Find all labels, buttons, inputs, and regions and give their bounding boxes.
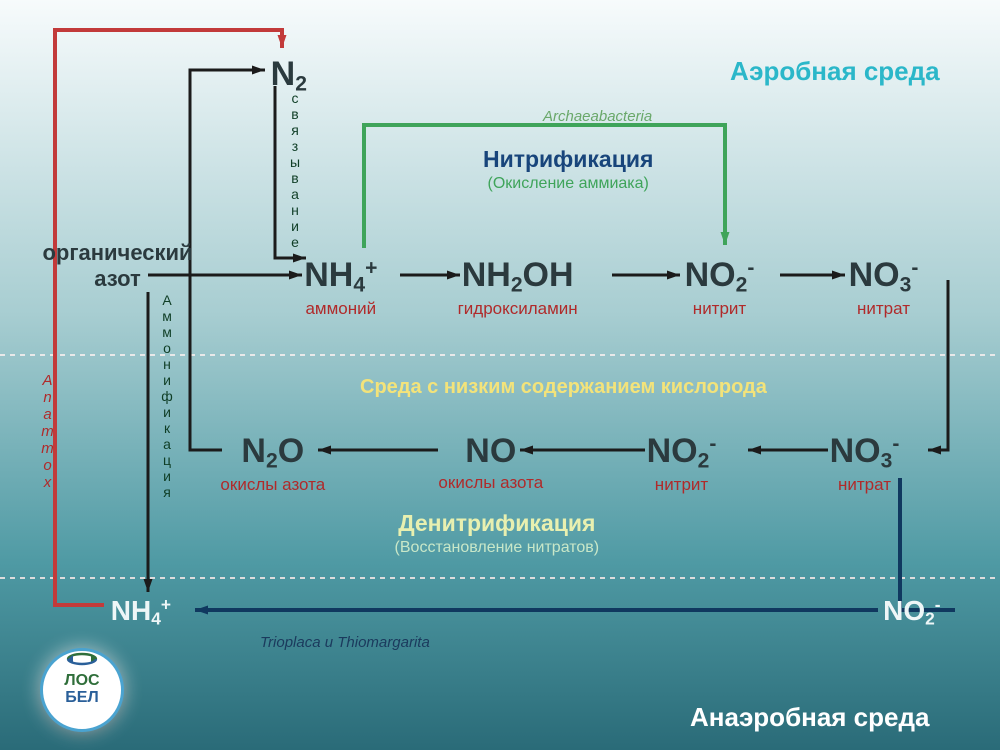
vertical-ammonif: Аммонификация	[160, 292, 174, 500]
annot-trioplaca: Trioplaca и Thiomargarita	[260, 634, 430, 651]
zone-label-anaerobic: Анаэробная среда	[690, 702, 929, 733]
formula-no3_mid: NO3-нитрат	[830, 432, 900, 495]
formula-no2_top: NO2-нитрит	[685, 256, 755, 319]
logo-text-bot: БЕЛ	[64, 690, 99, 707]
formula-no2_mid: NO2-нитрит	[647, 432, 717, 495]
diagram-svg	[0, 0, 1000, 750]
diagram-canvas: Аэробная среда Среда с низким содержанием…	[0, 0, 1000, 750]
formula-nh2oh: NH2OHгидроксиламин	[458, 256, 578, 319]
formula-no2_bot: NO2-	[883, 594, 940, 629]
formula-n2o: N2Oокислы азота	[220, 432, 325, 495]
zone-label-lowox: Среда с низким содержанием кислорода	[360, 376, 767, 399]
logo-cycle-icon	[62, 652, 102, 666]
formula-no: NOокислы азота	[438, 432, 543, 493]
logo-badge: ЛОС БЕЛ	[40, 648, 124, 732]
formula-no3_top: NO3-нитрат	[849, 256, 919, 319]
process-nitrification: Нитрификация (Окисление аммиака)	[483, 146, 653, 193]
vertical-anammox: Anammox	[40, 372, 55, 491]
formula-nh4_bot: NH4+	[111, 594, 171, 629]
zone-label-aerobic: Аэробная среда	[730, 56, 940, 87]
formula-nh4_top: NH4+аммоний	[304, 256, 377, 319]
process-denitrification: Денитрификация (Восстановление нитратов)	[395, 510, 600, 557]
logo-text-top: ЛОС	[64, 673, 99, 690]
formula-n2_top: N2	[271, 55, 307, 96]
annot-archaea: Archaeabacteria	[543, 108, 652, 125]
vertical-sviaz: связывание	[288, 90, 302, 250]
organic-nitrogen: органическийазот	[42, 240, 192, 292]
